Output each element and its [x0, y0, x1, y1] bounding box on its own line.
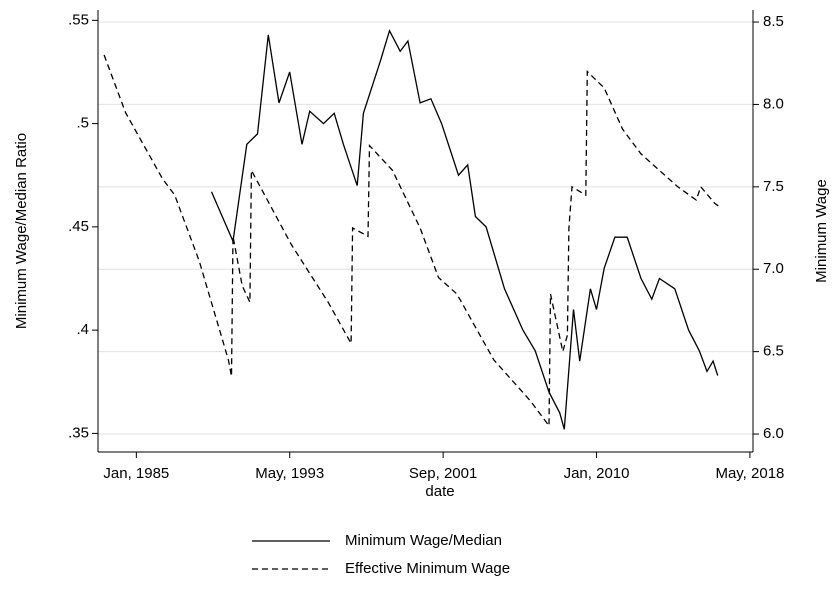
y-tick-label: .35 [68, 424, 89, 441]
y2-tick-label: 6.0 [763, 425, 784, 442]
x-axis-label: date [425, 483, 454, 500]
x-tick-label: May, 2018 [715, 465, 784, 482]
y2-tick-label: 8.5 [763, 13, 784, 30]
y-tick-label: .5 [76, 115, 89, 132]
legend-label: Effective Minimum Wage [345, 560, 510, 577]
y2-tick-label: 8.0 [763, 95, 784, 112]
x-tick-label: Jan, 1985 [103, 465, 169, 482]
legend-label: Minimum Wage/Median [345, 532, 502, 549]
x-tick-label: Sep, 2001 [409, 465, 477, 482]
y2-tick-label: 6.5 [763, 343, 784, 360]
y2-tick-label: 7.5 [763, 178, 784, 195]
y-axis-label: Minimum Wage/Median Ratio [13, 133, 30, 329]
y-tick-label: .55 [68, 11, 89, 28]
y-tick-label: .45 [68, 218, 89, 235]
y2-tick-label: 7.0 [763, 260, 784, 277]
y-tick-label: .4 [76, 321, 89, 338]
x-tick-label: May, 1993 [255, 465, 324, 482]
series-line [210, 28, 719, 430]
series-line [103, 54, 720, 428]
x-tick-label: Jan, 2010 [564, 465, 630, 482]
y2-axis-label: Minimum Wage [813, 179, 830, 283]
